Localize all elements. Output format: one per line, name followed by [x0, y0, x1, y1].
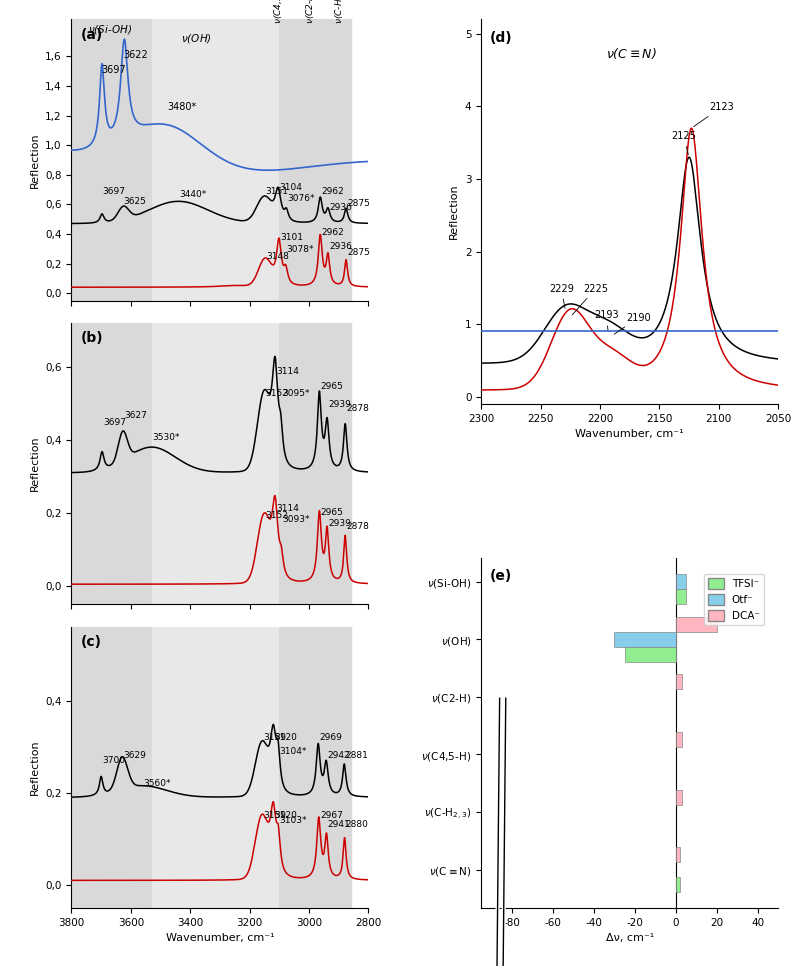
- Text: 3104: 3104: [279, 183, 302, 191]
- Bar: [625, 647, 676, 662]
- Bar: [152, 323, 279, 605]
- Text: 2969: 2969: [319, 733, 342, 742]
- Text: 3700: 3700: [102, 755, 125, 765]
- Text: 3101: 3101: [280, 233, 303, 242]
- Text: 3480*: 3480*: [167, 101, 196, 112]
- Text: 3440*: 3440*: [179, 190, 206, 199]
- Bar: [676, 674, 682, 690]
- Legend: TFSI⁻, Otf⁻, DCA⁻: TFSI⁻, Otf⁻, DCA⁻: [703, 574, 764, 625]
- Text: 2881: 2881: [345, 752, 368, 760]
- Bar: [615, 632, 676, 647]
- Text: (c): (c): [80, 636, 102, 649]
- Y-axis label: Reflection: Reflection: [29, 132, 40, 187]
- Text: 3093*: 3093*: [283, 515, 310, 525]
- Text: 3114: 3114: [276, 504, 299, 513]
- Text: 3159: 3159: [263, 811, 286, 820]
- Text: 2965: 2965: [321, 382, 344, 391]
- Bar: [71, 323, 152, 605]
- Text: 3151: 3151: [265, 187, 288, 196]
- Text: 3120: 3120: [275, 733, 298, 742]
- Text: 3152: 3152: [265, 389, 288, 398]
- Text: 3159: 3159: [263, 733, 286, 742]
- Text: 3697: 3697: [101, 65, 125, 74]
- Text: 2225: 2225: [572, 284, 608, 315]
- Bar: [279, 19, 314, 300]
- Text: 2939: 2939: [328, 400, 351, 409]
- Text: 3120: 3120: [275, 811, 298, 820]
- Text: 2875: 2875: [347, 199, 370, 208]
- Bar: [279, 627, 314, 908]
- Text: 2939: 2939: [328, 519, 351, 527]
- Bar: [314, 627, 351, 908]
- Text: 3095*: 3095*: [282, 389, 310, 398]
- Text: 3622: 3622: [123, 50, 148, 60]
- Bar: [676, 789, 682, 805]
- Text: 3697: 3697: [102, 187, 125, 196]
- Text: (b): (b): [80, 331, 103, 346]
- Text: $\nu$(C2-H): $\nu$(C2-H): [304, 0, 317, 24]
- Text: 2878: 2878: [346, 404, 369, 412]
- Text: 3103*: 3103*: [279, 815, 307, 825]
- X-axis label: Wavenumber, cm⁻¹: Wavenumber, cm⁻¹: [576, 429, 684, 440]
- Bar: [152, 19, 279, 300]
- Text: 2875: 2875: [347, 247, 370, 257]
- Bar: [676, 574, 686, 589]
- Bar: [676, 877, 680, 893]
- Bar: [314, 19, 351, 300]
- Text: 3560*: 3560*: [144, 779, 172, 788]
- Bar: [676, 732, 682, 747]
- Text: 3697: 3697: [103, 418, 126, 427]
- X-axis label: Wavenumber, cm⁻¹: Wavenumber, cm⁻¹: [166, 933, 274, 944]
- Bar: [314, 323, 351, 605]
- Text: 2936: 2936: [329, 203, 352, 213]
- Bar: [152, 627, 279, 908]
- Text: $\nu$(C4,5-H): $\nu$(C4,5-H): [272, 0, 283, 24]
- Text: 2965: 2965: [321, 508, 344, 517]
- Text: 2123: 2123: [694, 102, 734, 127]
- Text: 3627: 3627: [124, 411, 147, 420]
- Text: 3078*: 3078*: [287, 244, 314, 254]
- Y-axis label: Reflection: Reflection: [29, 740, 40, 795]
- Y-axis label: Reflection: Reflection: [449, 184, 459, 240]
- Bar: [71, 19, 152, 300]
- Text: $\nu$(C-H$_{2,3}$): $\nu$(C-H$_{2,3}$): [334, 0, 346, 24]
- Bar: [71, 627, 152, 908]
- Text: 3114: 3114: [276, 367, 299, 376]
- Text: 2962: 2962: [321, 228, 344, 238]
- Text: 3076*: 3076*: [287, 194, 314, 204]
- Text: 2936: 2936: [329, 242, 352, 251]
- Text: 2229: 2229: [549, 284, 574, 308]
- Text: 3629: 3629: [123, 752, 146, 760]
- Text: 3530*: 3530*: [152, 433, 180, 441]
- Text: 2190: 2190: [614, 313, 651, 334]
- Text: (e): (e): [490, 569, 512, 582]
- Bar: [279, 323, 314, 605]
- Text: $\nu$(Si-OH): $\nu$(Si-OH): [88, 23, 132, 36]
- Bar: [676, 617, 717, 632]
- Text: $\nu$(C$\equiv$N): $\nu$(C$\equiv$N): [606, 45, 657, 61]
- Text: 2941: 2941: [328, 820, 350, 830]
- Text: 2962: 2962: [321, 187, 344, 196]
- Text: 2942: 2942: [327, 752, 350, 760]
- Y-axis label: Reflection: Reflection: [29, 436, 40, 492]
- Text: 3625: 3625: [123, 197, 146, 207]
- Text: 3152: 3152: [265, 511, 288, 521]
- Text: 2878: 2878: [346, 523, 369, 531]
- Text: 2967: 2967: [320, 811, 343, 820]
- Text: (d): (d): [490, 31, 513, 44]
- Text: 2125: 2125: [671, 131, 696, 155]
- Text: 3148: 3148: [266, 252, 289, 261]
- Text: (a): (a): [80, 28, 102, 42]
- X-axis label: Δν, cm⁻¹: Δν, cm⁻¹: [606, 933, 653, 944]
- Text: 2880: 2880: [346, 820, 368, 830]
- Text: $\nu$(OH): $\nu$(OH): [181, 32, 211, 45]
- Bar: [676, 589, 686, 604]
- Text: 3104*: 3104*: [279, 747, 306, 755]
- Text: 2193: 2193: [594, 310, 619, 330]
- Bar: [676, 847, 680, 863]
